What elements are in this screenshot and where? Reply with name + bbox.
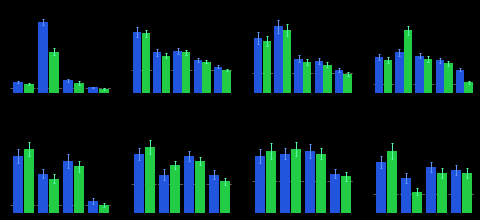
Bar [375, 57, 384, 94]
Bar [48, 179, 59, 213]
Bar [48, 52, 59, 94]
Bar [153, 52, 161, 94]
Bar [12, 82, 23, 94]
Bar [170, 165, 180, 213]
Bar [444, 64, 453, 94]
Bar [74, 83, 84, 94]
Bar [437, 173, 447, 213]
Bar [376, 162, 386, 213]
Bar [283, 30, 291, 94]
Bar [324, 64, 332, 94]
Bar [99, 205, 109, 213]
Bar [133, 32, 141, 94]
Bar [88, 201, 98, 213]
Bar [341, 176, 351, 213]
Bar [184, 156, 194, 213]
Bar [291, 149, 301, 213]
Bar [12, 156, 23, 213]
Bar [162, 56, 170, 94]
Bar [195, 161, 205, 213]
Bar [316, 154, 326, 213]
Bar [63, 81, 73, 94]
Bar [24, 84, 34, 94]
Bar [401, 178, 411, 213]
Bar [222, 70, 231, 94]
Bar [254, 38, 263, 94]
Bar [88, 87, 98, 94]
Bar [395, 52, 404, 94]
Bar [465, 82, 473, 94]
Bar [426, 167, 436, 213]
Bar [303, 62, 312, 94]
Bar [220, 181, 230, 213]
Bar [462, 173, 472, 213]
Bar [330, 174, 340, 213]
Bar [344, 74, 352, 94]
Bar [142, 33, 150, 94]
Bar [435, 60, 444, 94]
Bar [38, 22, 48, 93]
Bar [209, 174, 219, 213]
Bar [280, 154, 290, 213]
Bar [99, 89, 109, 94]
Bar [335, 70, 343, 94]
Bar [294, 59, 303, 94]
Bar [415, 56, 424, 94]
Bar [214, 67, 222, 94]
Bar [255, 156, 265, 213]
Bar [265, 151, 276, 213]
Bar [63, 161, 73, 213]
Bar [274, 26, 283, 94]
Bar [74, 166, 84, 213]
Bar [314, 61, 323, 94]
Bar [456, 70, 464, 94]
Bar [38, 174, 48, 213]
Bar [159, 174, 169, 213]
Bar [202, 62, 211, 94]
Bar [424, 59, 432, 94]
Bar [404, 30, 412, 94]
Bar [387, 151, 397, 213]
Bar [305, 151, 315, 213]
Bar [412, 192, 422, 213]
Bar [193, 60, 202, 94]
Bar [182, 52, 191, 94]
Bar [263, 41, 271, 94]
Bar [144, 147, 155, 213]
Bar [384, 60, 392, 94]
Bar [24, 149, 34, 213]
Bar [173, 51, 181, 94]
Bar [451, 170, 461, 213]
Bar [134, 154, 144, 213]
